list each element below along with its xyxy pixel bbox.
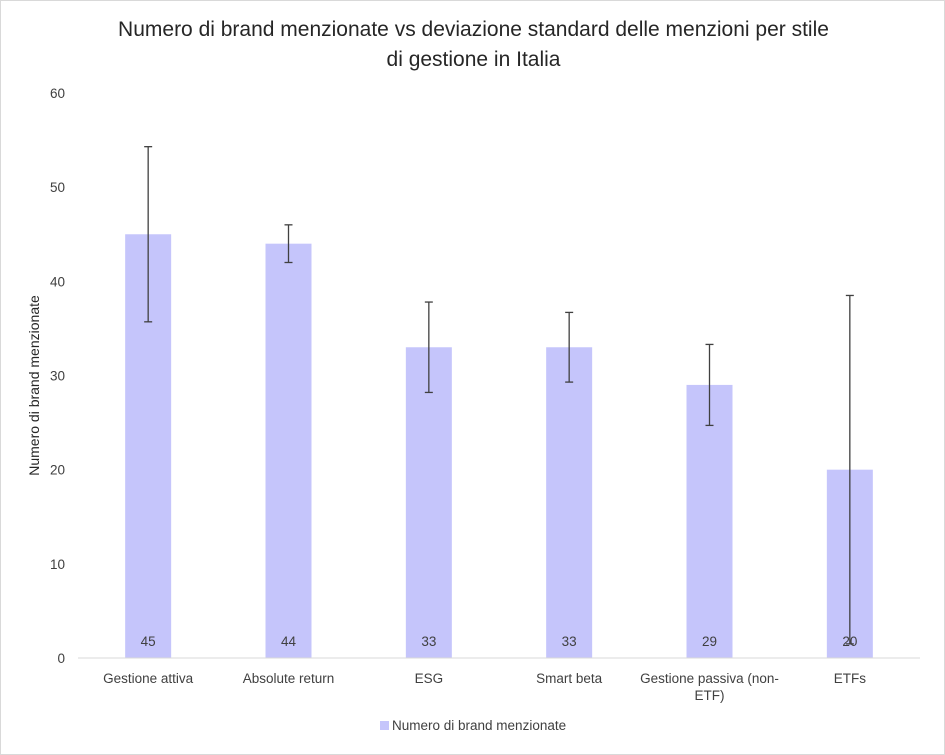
y-tick-label-0: 0 xyxy=(57,651,65,666)
bar-4 xyxy=(686,384,733,658)
x-category-label-0: Gestione attiva xyxy=(103,671,194,686)
data-label-4: 29 xyxy=(702,634,717,649)
bar-2 xyxy=(405,347,452,658)
y-tick-label-4: 40 xyxy=(50,274,65,289)
legend-label: Numero di brand menzionate xyxy=(392,718,566,733)
data-label-5: 20 xyxy=(842,634,857,649)
chart-title-line-1: Numero di brand menzionate vs deviazione… xyxy=(118,18,829,41)
y-tick-label-3: 30 xyxy=(50,369,65,384)
x-category-label-1: Absolute return xyxy=(243,671,335,686)
y-axis-title: Numero di brand menzionate xyxy=(26,295,42,476)
x-category-label-2: ESG xyxy=(415,671,444,686)
y-tick-label-6: 60 xyxy=(50,86,65,101)
bar-3 xyxy=(546,347,593,658)
data-label-2: 33 xyxy=(421,634,436,649)
x-category-label-4-line-1: ETF) xyxy=(695,688,725,703)
x-category-label-5: ETFs xyxy=(834,671,866,686)
chart-title-line-2: di gestione in Italia xyxy=(386,48,561,71)
x-category-label-3: Smart beta xyxy=(536,671,603,686)
x-category-label-4-line-0: Gestione passiva (non- xyxy=(640,671,779,686)
chart-title: Numero di brand menzionate vs deviazione… xyxy=(61,15,886,75)
data-label-3: 33 xyxy=(562,634,577,649)
data-label-0: 45 xyxy=(141,634,156,649)
y-tick-label-1: 10 xyxy=(50,557,65,572)
y-tick-label-2: 20 xyxy=(50,463,65,478)
legend-swatch xyxy=(380,721,389,730)
bar-1 xyxy=(265,243,312,658)
y-tick-label-5: 50 xyxy=(50,180,65,195)
data-label-1: 44 xyxy=(281,634,297,649)
